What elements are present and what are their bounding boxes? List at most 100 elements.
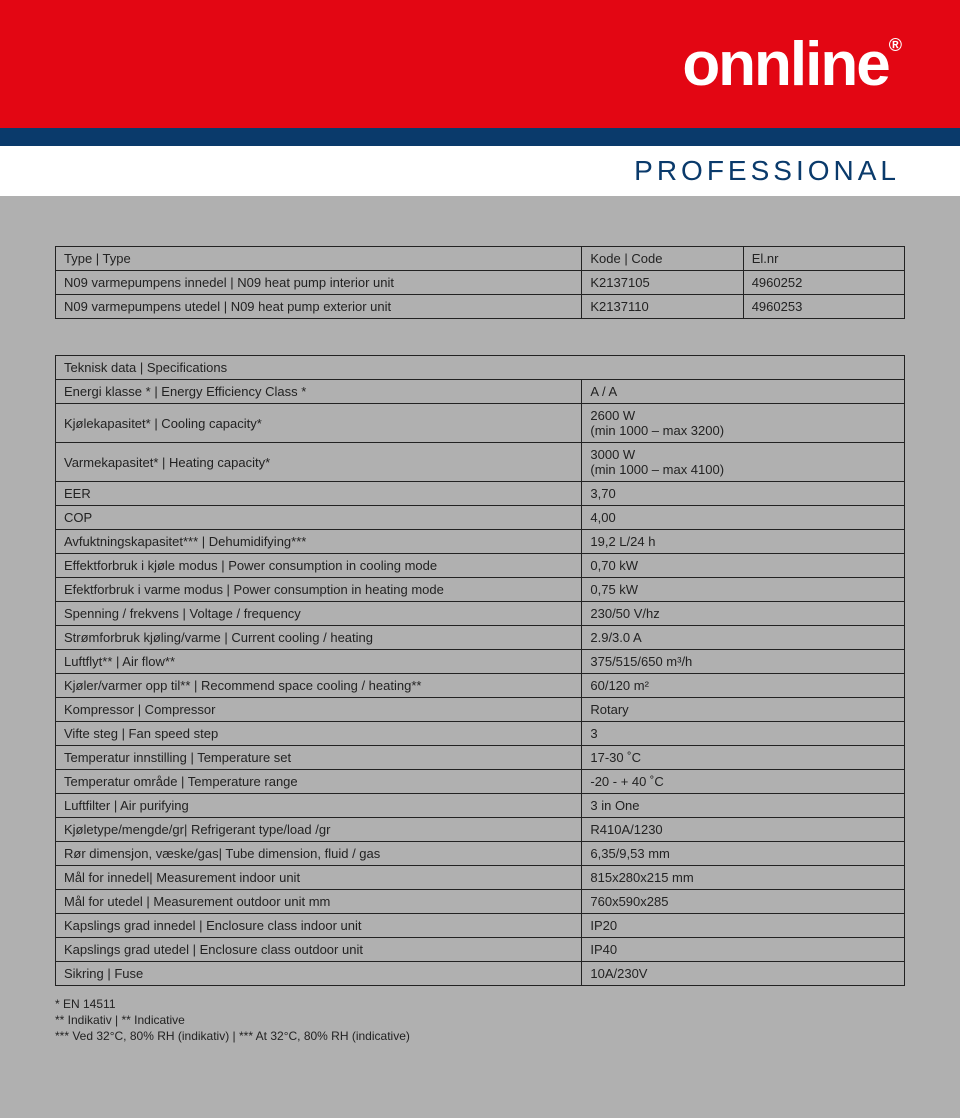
spec-row: Kjøletype/mengde/gr| Refrigerant type/lo… — [56, 818, 905, 842]
spec-value: -20 - + 40 ˚C — [582, 770, 905, 794]
spec-row: Kjølekapasitet* | Cooling capacity*2600 … — [56, 404, 905, 443]
spec-value: 815x280x215 mm — [582, 866, 905, 890]
spec-value: 230/50 V/hz — [582, 602, 905, 626]
spec-label: Kjøletype/mengde/gr| Refrigerant type/lo… — [56, 818, 582, 842]
spec-label: Luftflyt** | Air flow** — [56, 650, 582, 674]
spec-row: Strømforbruk kjøling/varme | Current coo… — [56, 626, 905, 650]
spec-label: Efektforbruk i varme modus | Power consu… — [56, 578, 582, 602]
spec-value: IP20 — [582, 914, 905, 938]
spec-label: Mål for innedel| Measurement indoor unit — [56, 866, 582, 890]
spec-label: Temperatur innstilling | Temperature set — [56, 746, 582, 770]
spec-label: Mål for utedel | Measurement outdoor uni… — [56, 890, 582, 914]
spec-table: Teknisk data | Specifications Energi kla… — [55, 355, 905, 986]
spec-row: EER3,70 — [56, 482, 905, 506]
table-row: N09 varmepumpens utedel | N09 heat pump … — [56, 295, 905, 319]
spec-label: Kjølekapasitet* | Cooling capacity* — [56, 404, 582, 443]
spec-label: Vifte steg | Fan speed step — [56, 722, 582, 746]
spec-value: 2600 W (min 1000 – max 3200) — [582, 404, 905, 443]
col-code: Kode | Code — [582, 247, 743, 271]
spec-value: 2.9/3.0 A — [582, 626, 905, 650]
brand-logo: onnline® — [682, 29, 900, 100]
table-row: N09 varmepumpens innedel | N09 heat pump… — [56, 271, 905, 295]
spec-row: Vifte steg | Fan speed step3 — [56, 722, 905, 746]
spec-row: Temperatur område | Temperature range-20… — [56, 770, 905, 794]
cell-code: K2137105 — [582, 271, 743, 295]
content-area: Type | Type Kode | Code El.nr N09 varmep… — [0, 196, 960, 1065]
spec-label: Rør dimensjon, væske/gas| Tube dimension… — [56, 842, 582, 866]
spec-value: R410A/1230 — [582, 818, 905, 842]
spec-value: 0,75 kW — [582, 578, 905, 602]
spec-value: 3 in One — [582, 794, 905, 818]
spec-label: Kapslings grad utedel | Enclosure class … — [56, 938, 582, 962]
spec-value: 0,70 kW — [582, 554, 905, 578]
spec-value: 375/515/650 m³/h — [582, 650, 905, 674]
codes-table: Type | Type Kode | Code El.nr N09 varmep… — [55, 246, 905, 319]
spec-value: 3,70 — [582, 482, 905, 506]
spec-title: Teknisk data | Specifications — [56, 356, 905, 380]
spec-row: Temperatur innstilling | Temperature set… — [56, 746, 905, 770]
spec-label: Spenning / frekvens | Voltage / frequenc… — [56, 602, 582, 626]
spec-value: A / A — [582, 380, 905, 404]
registered-mark: ® — [889, 35, 900, 55]
spec-value: 10A/230V — [582, 962, 905, 986]
spec-value: Rotary — [582, 698, 905, 722]
footnotes: * EN 14511 ** Indikativ | ** Indicative … — [55, 996, 905, 1045]
spec-label: COP — [56, 506, 582, 530]
spec-row: Efektforbruk i varme modus | Power consu… — [56, 578, 905, 602]
logo-text: onnline — [682, 30, 888, 99]
cell-elnr: 4960253 — [743, 295, 904, 319]
col-type: Type | Type — [56, 247, 582, 271]
spec-value: 4,00 — [582, 506, 905, 530]
spec-row: Energi klasse * | Energy Efficiency Clas… — [56, 380, 905, 404]
spec-value: 60/120 m² — [582, 674, 905, 698]
footnote-3: *** Ved 32°C, 80% RH (indikativ) | *** A… — [55, 1028, 905, 1044]
spec-row: Kompressor | CompressorRotary — [56, 698, 905, 722]
spec-label: Varmekapasitet* | Heating capacity* — [56, 443, 582, 482]
spec-row: Kapslings grad innedel | Enclosure class… — [56, 914, 905, 938]
spec-label: Energi klasse * | Energy Efficiency Clas… — [56, 380, 582, 404]
spec-label: Kompressor | Compressor — [56, 698, 582, 722]
table-spacer — [55, 319, 905, 355]
header-red-bar: onnline® — [0, 0, 960, 128]
spec-label: Temperatur område | Temperature range — [56, 770, 582, 794]
spec-row: COP4,00 — [56, 506, 905, 530]
spec-row: Kjøler/varmer opp til** | Recommend spac… — [56, 674, 905, 698]
spec-value: 6,35/9,53 mm — [582, 842, 905, 866]
spec-value: 760x590x285 — [582, 890, 905, 914]
spec-label: Kjøler/varmer opp til** | Recommend spac… — [56, 674, 582, 698]
header-white-bar: PROFESSIONAL — [0, 146, 960, 196]
spec-row: Avfuktningskapasitet*** | Dehumidifying*… — [56, 530, 905, 554]
spec-row: Luftfilter | Air purifying3 in One — [56, 794, 905, 818]
subbrand-text: PROFESSIONAL — [634, 155, 900, 187]
spec-row: Effektforbruk i kjøle modus | Power cons… — [56, 554, 905, 578]
spec-row: Spenning / frekvens | Voltage / frequenc… — [56, 602, 905, 626]
cell-elnr: 4960252 — [743, 271, 904, 295]
spec-value: 3 — [582, 722, 905, 746]
footnote-2: ** Indikativ | ** Indicative — [55, 1012, 905, 1028]
spec-label: Strømforbruk kjøling/varme | Current coo… — [56, 626, 582, 650]
spec-row: Rør dimensjon, væske/gas| Tube dimension… — [56, 842, 905, 866]
cell-type: N09 varmepumpens innedel | N09 heat pump… — [56, 271, 582, 295]
table-header-row: Type | Type Kode | Code El.nr — [56, 247, 905, 271]
header-blue-stripe — [0, 128, 960, 146]
spec-label: EER — [56, 482, 582, 506]
spec-label: Effektforbruk i kjøle modus | Power cons… — [56, 554, 582, 578]
spec-label: Avfuktningskapasitet*** | Dehumidifying*… — [56, 530, 582, 554]
col-elnr: El.nr — [743, 247, 904, 271]
spec-label: Luftfilter | Air purifying — [56, 794, 582, 818]
footnote-1: * EN 14511 — [55, 996, 905, 1012]
spec-label: Kapslings grad innedel | Enclosure class… — [56, 914, 582, 938]
spec-value: 17-30 ˚C — [582, 746, 905, 770]
spec-row: Sikring | Fuse10A/230V — [56, 962, 905, 986]
cell-code: K2137110 — [582, 295, 743, 319]
spec-row: Mål for utedel | Measurement outdoor uni… — [56, 890, 905, 914]
spec-row: Varmekapasitet* | Heating capacity*3000 … — [56, 443, 905, 482]
spec-title-row: Teknisk data | Specifications — [56, 356, 905, 380]
spec-row: Mål for innedel| Measurement indoor unit… — [56, 866, 905, 890]
spec-value: IP40 — [582, 938, 905, 962]
spec-value: 19,2 L/24 h — [582, 530, 905, 554]
spec-row: Kapslings grad utedel | Enclosure class … — [56, 938, 905, 962]
spec-row: Luftflyt** | Air flow**375/515/650 m³/h — [56, 650, 905, 674]
spec-label: Sikring | Fuse — [56, 962, 582, 986]
cell-type: N09 varmepumpens utedel | N09 heat pump … — [56, 295, 582, 319]
